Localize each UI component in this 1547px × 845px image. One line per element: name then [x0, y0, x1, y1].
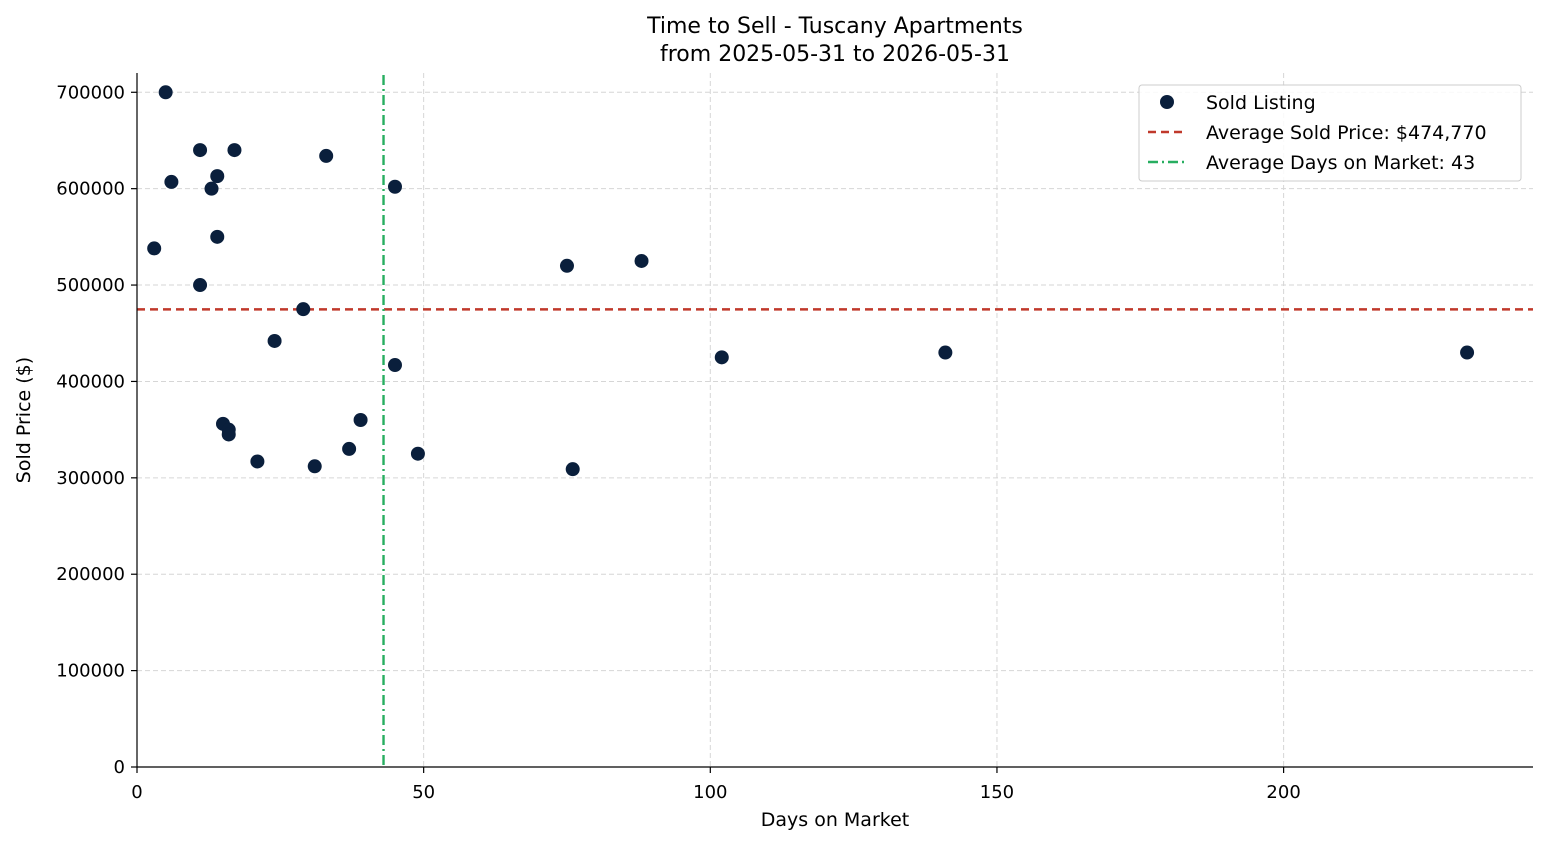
data-points [147, 85, 1475, 477]
grid-layer [137, 73, 1533, 767]
data-point [221, 427, 236, 442]
data-point [353, 413, 368, 427]
reference-lines [137, 75, 1533, 767]
data-point [193, 143, 208, 158]
data-point [342, 441, 357, 456]
data-point [147, 241, 162, 256]
data-point [193, 278, 208, 293]
legend: Sold Listing Average Sold Price: $474,77… [1138, 84, 1522, 182]
legend-label-sold-listing: Sold Listing [1206, 92, 1316, 114]
data-point [1460, 345, 1475, 360]
data-point [387, 179, 402, 194]
x-tick-label: 0 [131, 782, 142, 803]
data-point [204, 181, 219, 196]
legend-marker-sold-listing [1160, 95, 1174, 109]
x-axis-label: Days on Market [761, 809, 909, 831]
x-ticks: 0 50 100 150 200 [131, 767, 1301, 803]
y-axis-label: Sold Price ($) [13, 357, 35, 483]
data-point [210, 169, 225, 184]
data-point [250, 454, 265, 469]
x-tick-label: 50 [412, 782, 435, 803]
x-tick-label: 150 [980, 782, 1014, 803]
y-tick-label: 200000 [56, 564, 125, 585]
chart-subtitle: from 2025-05-31 to 2026-05-31 [660, 42, 1010, 67]
data-point [158, 85, 173, 100]
data-point [210, 229, 225, 244]
data-point [938, 345, 953, 360]
x-tick-label: 100 [693, 782, 727, 803]
y-ticks: 0 100000 200000 300000 400000 500000 600000 700… [56, 82, 137, 778]
data-point [267, 333, 282, 348]
y-tick-label: 400000 [56, 371, 125, 392]
data-point [164, 174, 179, 189]
data-point [387, 358, 402, 373]
chart-title: Time to Sell - Tuscany Apartments [646, 14, 1023, 39]
y-tick-label: 0 [114, 757, 125, 778]
data-point [410, 446, 425, 461]
data-point [714, 350, 729, 365]
y-tick-label: 700000 [56, 82, 125, 103]
data-point [565, 462, 580, 477]
y-tick-label: 600000 [56, 179, 125, 200]
y-tick-label: 300000 [56, 468, 125, 489]
legend-box [1138, 84, 1522, 182]
x-tick-label: 200 [1266, 782, 1300, 803]
data-point [296, 302, 311, 317]
data-point [634, 253, 649, 268]
legend-label-avg-days: Average Days on Market: 43 [1206, 152, 1475, 174]
data-point [307, 459, 322, 474]
data-point [227, 143, 242, 158]
y-tick-label: 500000 [56, 275, 125, 296]
data-point [319, 148, 334, 163]
data-point [559, 258, 574, 273]
y-tick-label: 100000 [56, 661, 125, 682]
legend-label-avg-price: Average Sold Price: $474,770 [1206, 122, 1487, 144]
